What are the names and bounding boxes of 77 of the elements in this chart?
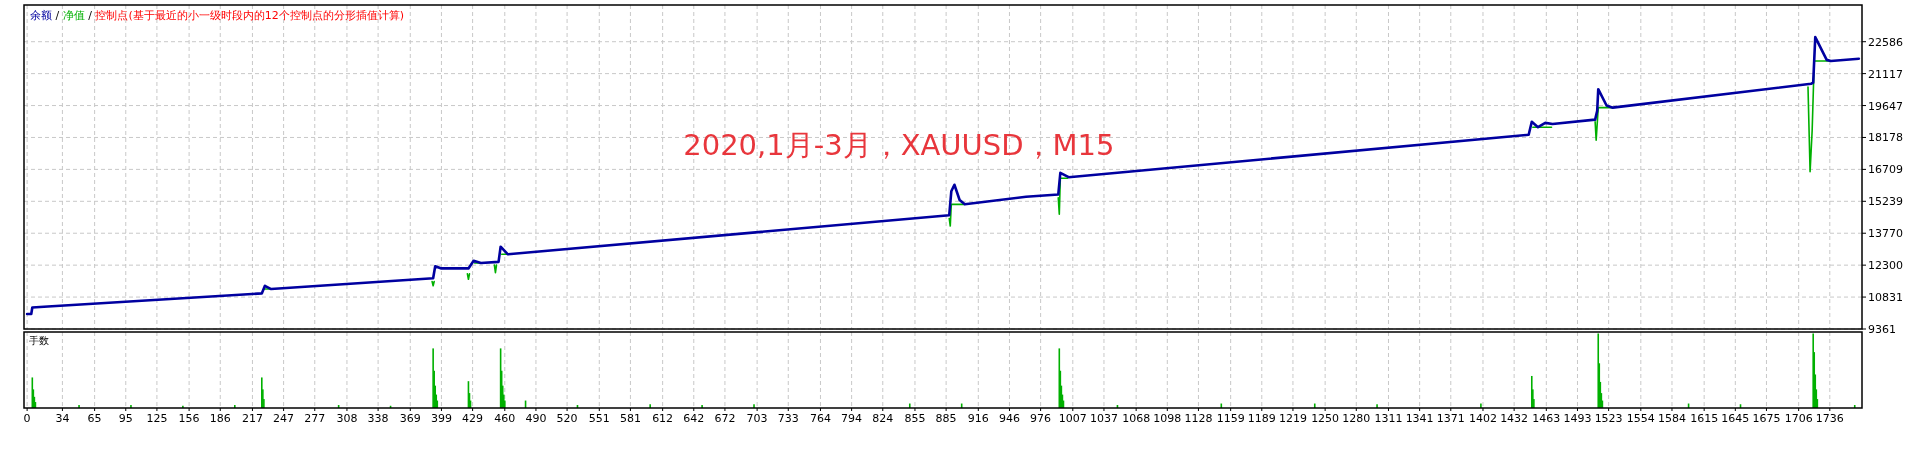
x-tick-label: 1675: [1752, 412, 1781, 425]
x-tick-label: 65: [87, 412, 102, 425]
x-tick-label: 1068: [1122, 412, 1151, 425]
x-tick-label: 460: [494, 412, 516, 425]
x-tick-label: 95: [118, 412, 133, 425]
legend-title: /: [52, 9, 63, 22]
x-tick-label: 1250: [1311, 412, 1340, 425]
line-series: [1807, 60, 1831, 173]
x-tick-label: 885: [935, 412, 957, 425]
x-tick-label: 520: [556, 412, 578, 425]
x-tick-label: 1736: [1815, 412, 1844, 425]
y-tick-label: 16709: [1868, 163, 1903, 177]
x-tick-label: 764: [809, 412, 831, 425]
x-tick-label: 1645: [1721, 412, 1750, 425]
x-tick-label: 946: [998, 412, 1020, 425]
x-tick-label: 1098: [1153, 412, 1182, 425]
x-tick-label: 338: [367, 412, 389, 425]
x-tick-label: 976: [1030, 412, 1052, 425]
x-tick-label: 186: [209, 412, 231, 425]
x-tick-label: 1402: [1468, 412, 1497, 425]
x-tick-label: 1189: [1247, 412, 1276, 425]
x-tick-label: 34: [55, 412, 70, 425]
x-tick-label: 1219: [1278, 412, 1307, 425]
x-tick-label: 551: [588, 412, 610, 425]
x-tick-label: 369: [399, 412, 421, 425]
x-tick-label: 399: [430, 412, 452, 425]
x-tick-label: 1159: [1216, 412, 1245, 425]
text: 余额: [30, 9, 52, 22]
text: 2020,1月-3月，XAUUSD，M15: [683, 128, 1115, 162]
x-tick-label: 1706: [1784, 412, 1813, 425]
x-tick-label: 1432: [1500, 412, 1529, 425]
x-tick-label: 855: [904, 412, 926, 425]
y-tick-label: 10831: [1868, 291, 1903, 305]
x-tick-label: 1615: [1690, 412, 1719, 425]
x-tick-label: 794: [841, 412, 863, 425]
x-tick-label: 1463: [1532, 412, 1561, 425]
x-tick-label: 1311: [1374, 412, 1403, 425]
chart-title: 手数: [29, 335, 49, 346]
annotation: 控制点(基于最近的小一级时段内的12个控制点的分形插值计算): [95, 9, 404, 22]
x-tick-label: 612: [652, 412, 674, 425]
y-tick-label: 9361: [1868, 323, 1896, 336]
x-tick-label: 581: [619, 412, 641, 425]
y-tick-label: 18178: [1868, 131, 1903, 145]
x-tick-label: 1007: [1058, 412, 1087, 425]
x-tick-label: 916: [967, 412, 989, 425]
x-tick-label: 0: [23, 412, 31, 425]
x-tick-label: 277: [304, 412, 326, 425]
x-tick-label: 156: [178, 412, 200, 425]
text: 净值: [62, 9, 85, 22]
x-tick-label: 429: [462, 412, 484, 425]
line-series: [25, 35, 1861, 316]
x-tick-label: 1280: [1342, 412, 1371, 425]
x-tick-label: 1037: [1089, 412, 1118, 425]
y-tick-label: 22586: [1868, 35, 1903, 49]
x-tick-label: 1554: [1626, 412, 1655, 425]
x-tick-label: 1493: [1563, 412, 1592, 425]
x-tick-label: 733: [777, 412, 799, 425]
x-tick-label: 824: [872, 412, 894, 425]
x-tick-label: 1523: [1594, 412, 1623, 425]
y-tick-label: 12300: [1868, 259, 1903, 273]
y-tick-label: 15239: [1868, 195, 1903, 209]
y-tick-label: 19647: [1868, 99, 1903, 113]
x-tick-label: 642: [683, 412, 705, 425]
y-tick-label: 13770: [1868, 227, 1903, 241]
x-tick-label: 490: [525, 412, 547, 425]
x-tick-label: 1584: [1657, 412, 1686, 425]
x-tick-label: 672: [714, 412, 736, 425]
x-tick-label: 125: [146, 412, 168, 425]
x-tick-label: 247: [273, 412, 295, 425]
x-tick-label: 703: [746, 412, 768, 425]
x-tick-label: 1128: [1184, 412, 1213, 425]
x-tick-label: 308: [336, 412, 358, 425]
x-tick-label: 1341: [1405, 412, 1434, 425]
y-tick-label: 21117: [1868, 67, 1903, 81]
x-tick-label: 1371: [1436, 412, 1465, 425]
x-tick-label: 217: [241, 412, 263, 425]
text: /: [88, 9, 92, 22]
